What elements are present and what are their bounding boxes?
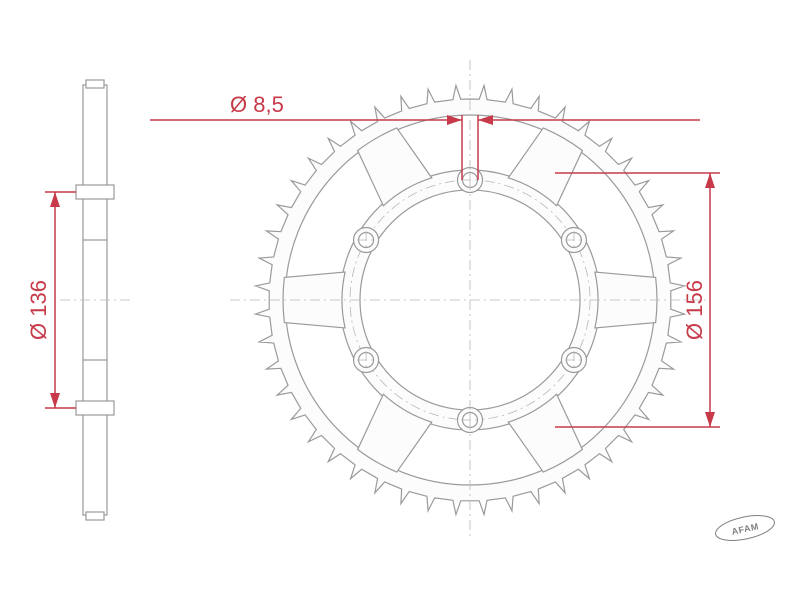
dim-label-bolt-circle: Ø 136: [26, 280, 51, 340]
technical-drawing: Ø 136 Ø 8,5 Ø 156 AFAM: [0, 0, 800, 605]
side-profile: [60, 80, 130, 520]
brand-logo: AFAM: [713, 511, 776, 545]
brand-logo-text: AFAM: [731, 521, 760, 536]
dim-label-bore: Ø 156: [682, 280, 707, 340]
dim-label-bolt-hole: Ø 8,5: [230, 92, 284, 117]
